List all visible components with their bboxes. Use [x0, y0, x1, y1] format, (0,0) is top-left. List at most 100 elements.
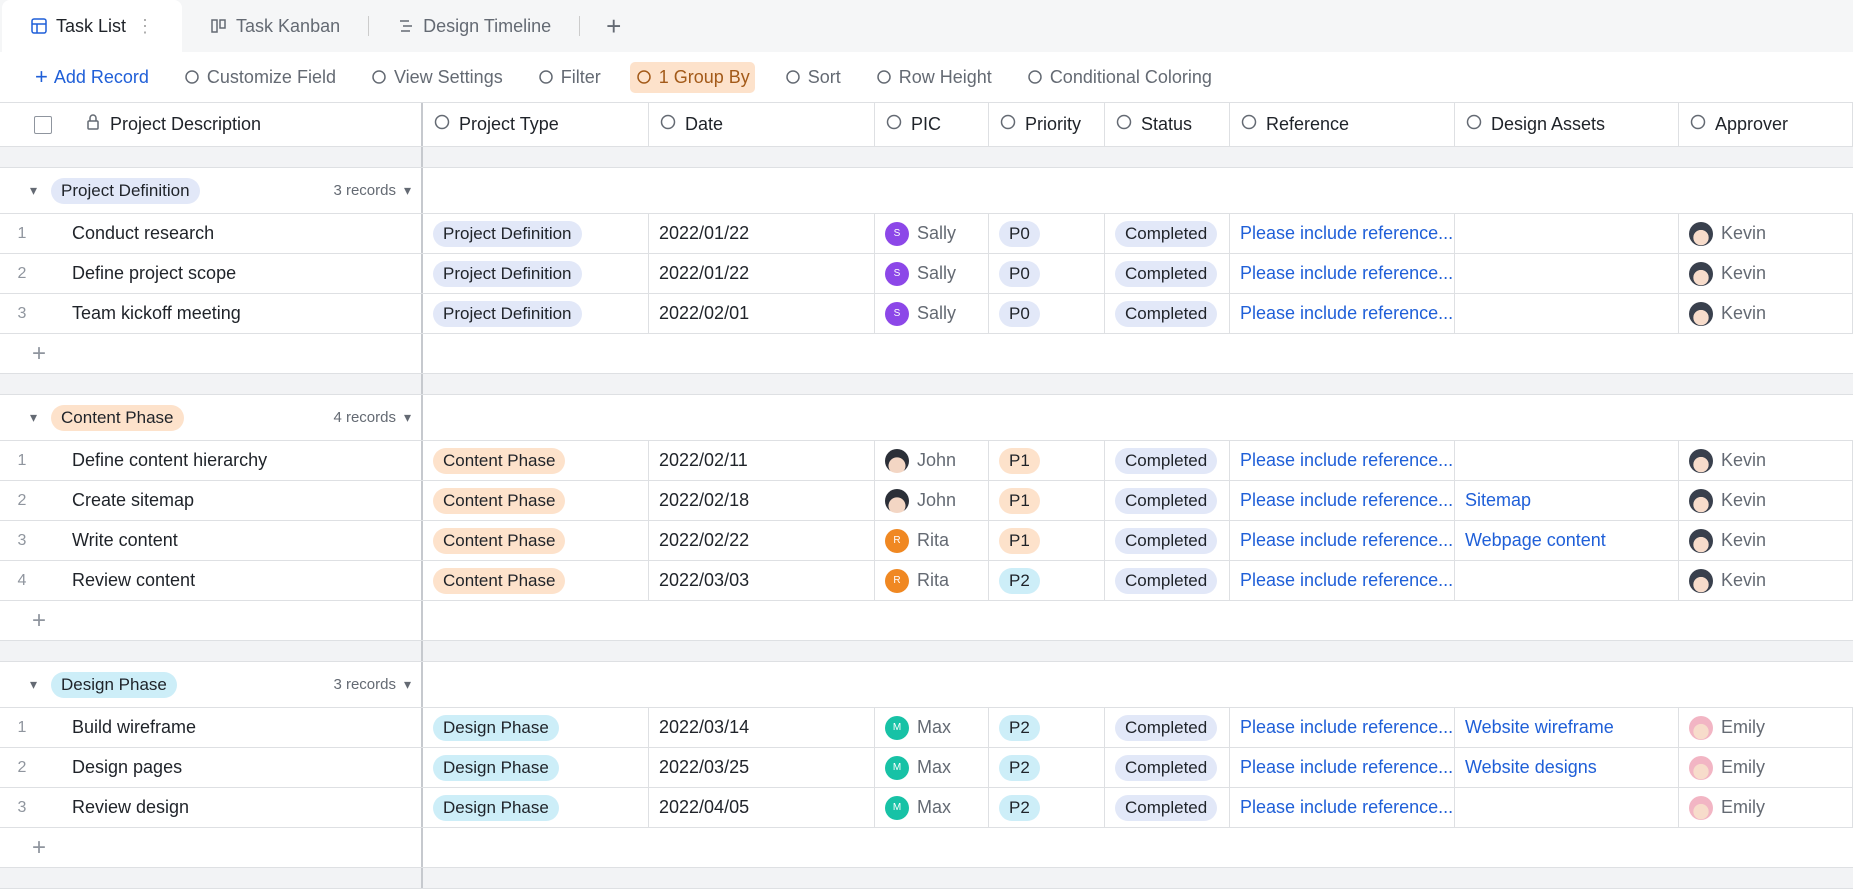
- toolbar-item[interactable]: Filter: [532, 62, 606, 93]
- link[interactable]: Please include reference...: [1240, 757, 1454, 777]
- avatar: M: [885, 715, 909, 740]
- project-type-tag: Content Phase: [433, 487, 566, 514]
- group-gap: [0, 641, 1853, 662]
- group-menu[interactable]: ▾: [403, 182, 411, 198]
- cell: Completed: [1105, 294, 1230, 333]
- cell: +: [0, 601, 423, 640]
- link[interactable]: Please include reference...: [1240, 530, 1454, 550]
- toolbar-label: Sort: [807, 66, 841, 87]
- column-icon: [1240, 113, 1258, 136]
- cell: PIC: [875, 103, 989, 146]
- gap-left: [0, 868, 423, 888]
- toolbar-item[interactable]: Sort: [779, 62, 846, 93]
- lock-icon: [84, 113, 102, 136]
- group-header: ▾ Project Definition 3 records ▾: [0, 168, 1853, 214]
- toolbar-item[interactable]: Row Height: [870, 62, 997, 93]
- cell: Date: [649, 103, 875, 146]
- description: Conduct research: [72, 223, 215, 243]
- avatar: R: [885, 528, 909, 553]
- header-row: Project Description Project Type Date PIC Pr…: [0, 103, 1853, 147]
- group-menu[interactable]: ▾: [403, 676, 411, 692]
- person-name: Rita: [917, 530, 950, 550]
- cell: Emily: [1679, 708, 1853, 747]
- toolbar-item[interactable]: View Settings: [365, 62, 508, 93]
- status-tag: Completed: [1115, 567, 1218, 594]
- status-tag: Completed: [1115, 447, 1218, 474]
- add-record-button[interactable]: +: [32, 339, 47, 367]
- cell: Reference: [1230, 103, 1455, 146]
- add-record-button[interactable]: +: [32, 606, 47, 634]
- cell: Completed: [1105, 708, 1230, 747]
- avatar: [1689, 448, 1713, 473]
- link[interactable]: Webpage content: [1465, 530, 1606, 550]
- priority-tag: P1: [999, 447, 1040, 474]
- link[interactable]: Sitemap: [1465, 490, 1532, 510]
- cell: 1 Define content hierarchy: [0, 441, 423, 480]
- add-record-button[interactable]: +: [32, 833, 47, 861]
- link[interactable]: Please include reference...: [1240, 717, 1454, 737]
- toolbar-item[interactable]: Conditional Coloring: [1021, 62, 1217, 93]
- cell: Sitemap: [1455, 481, 1679, 520]
- link[interactable]: Please include reference...: [1240, 570, 1454, 590]
- link[interactable]: Website designs: [1465, 757, 1597, 777]
- priority-tag: P2: [999, 714, 1040, 741]
- avatar: [1689, 528, 1713, 553]
- cell: Content Phase: [423, 481, 649, 520]
- toolbar-item[interactable]: 1 Group By: [629, 61, 755, 93]
- person-name: Kevin: [1721, 263, 1767, 283]
- row-index: 1: [17, 451, 27, 469]
- description: Define content hierarchy: [72, 450, 268, 470]
- column-icon: [433, 113, 451, 136]
- add-tab[interactable]: +: [606, 10, 622, 41]
- cell: ▾ Content Phase 4 records ▾: [0, 395, 423, 440]
- link[interactable]: Please include reference...: [1240, 450, 1454, 470]
- toolbar-item[interactable]: Customize Field: [178, 62, 341, 93]
- group-menu[interactable]: ▾: [403, 409, 411, 425]
- cell: 1 Build wireframe: [0, 708, 423, 747]
- person-name: Emily: [1721, 757, 1765, 777]
- tab[interactable]: Task Kanban: [182, 0, 368, 52]
- project-type-tag: Project Definition: [433, 260, 582, 287]
- group-name: Project Definition: [51, 177, 200, 204]
- link[interactable]: Website wireframe: [1465, 717, 1614, 737]
- person-name: Rita: [917, 570, 950, 590]
- tab[interactable]: Task List ⋮: [2, 0, 183, 52]
- tab[interactable]: Design Timeline: [369, 0, 579, 52]
- group-gap: [0, 374, 1853, 395]
- cell-text: 2022/02/22: [659, 530, 750, 550]
- collapse-toggle[interactable]: ▾: [30, 409, 38, 425]
- link[interactable]: Please include reference...: [1240, 223, 1454, 243]
- cell: Completed: [1105, 561, 1230, 600]
- link[interactable]: Please include reference...: [1240, 303, 1454, 323]
- collapse-toggle[interactable]: ▾: [30, 676, 38, 692]
- person-name: Kevin: [1721, 450, 1767, 470]
- link[interactable]: Please include reference...: [1240, 490, 1454, 510]
- toolbar-item[interactable]: + Add Record: [35, 64, 149, 89]
- cell: Website designs: [1455, 748, 1679, 787]
- avatar: S: [885, 301, 909, 326]
- avatar: R: [885, 568, 909, 593]
- description: Define project scope: [72, 263, 237, 283]
- cell: Priority: [989, 103, 1105, 146]
- row-index: 4: [17, 571, 27, 589]
- cell: S Sally: [875, 254, 989, 293]
- avatar: [885, 488, 909, 513]
- group-name: Design Phase: [51, 671, 177, 698]
- cell: 2022/02/18: [649, 481, 875, 520]
- cell: Design Phase: [423, 708, 649, 747]
- project-type-tag: Design Phase: [433, 754, 559, 781]
- cell: Webpage content: [1455, 521, 1679, 560]
- avatar: M: [885, 755, 909, 780]
- person-name: Kevin: [1721, 530, 1767, 550]
- select-all-checkbox[interactable]: [34, 115, 52, 134]
- cell-text: 2022/03/14: [659, 717, 750, 737]
- link[interactable]: Please include reference...: [1240, 263, 1454, 283]
- collapse-toggle[interactable]: ▾: [30, 182, 38, 198]
- gap-left: [0, 147, 423, 167]
- row-index: 1: [17, 224, 27, 242]
- status-tag: Completed: [1115, 754, 1218, 781]
- cell: P0: [989, 254, 1105, 293]
- description: Team kickoff meeting: [72, 303, 241, 323]
- cell: P2: [989, 708, 1105, 747]
